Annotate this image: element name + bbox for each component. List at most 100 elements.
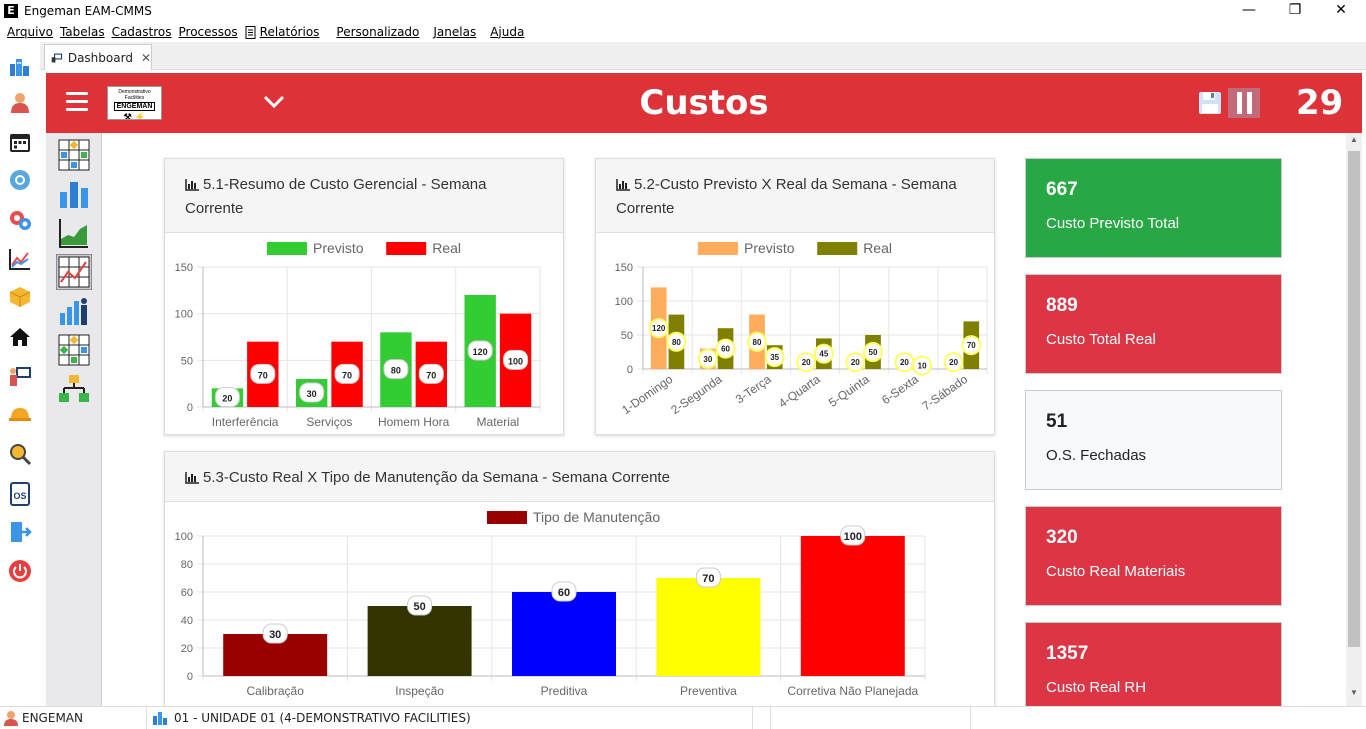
data-label-bg (695, 567, 721, 588)
chart-card-5-1: 5.1-Resumo de Custo Gerencial - Semana C… (164, 158, 564, 435)
data-label-bg (943, 352, 964, 373)
grid-diamond-icon[interactable] (56, 332, 92, 368)
x-tick-label: 1-Domingo (619, 372, 675, 417)
close-button[interactable]: ✕ (1335, 2, 1347, 18)
menu-arquivo[interactable]: Arquivo (7, 25, 53, 39)
kpi-custo-real-materiais[interactable]: 320 Custo Real Materiais (1025, 506, 1282, 606)
org-chart-icon[interactable] (56, 371, 92, 407)
home-icon[interactable] (8, 325, 32, 349)
bar-chart-person-icon[interactable] (56, 293, 92, 329)
bar-chart-3d-icon[interactable] (56, 176, 92, 212)
scroll-down-arrow-icon[interactable]: ▼ (1350, 688, 1358, 697)
save-icon[interactable] (1198, 91, 1222, 115)
scroll-up-arrow-icon[interactable]: ▲ (1350, 135, 1358, 144)
x-tick-label: Interferência (212, 415, 279, 429)
os-document-icon[interactable]: OS (8, 482, 32, 506)
data-label: 10 (918, 362, 927, 371)
data-label: 80 (672, 338, 681, 347)
legend-swatch (487, 511, 527, 524)
legend-label: Real (432, 240, 461, 256)
y-tick-label: 150 (175, 262, 193, 274)
vertical-scrollbar[interactable]: ▲ ▼ (1346, 133, 1362, 706)
x-tick-label: 3-Terça (733, 372, 774, 407)
data-label: 50 (869, 348, 878, 357)
data-label-bg (862, 342, 883, 362)
grid-network-icon[interactable] (56, 137, 92, 173)
kpi-value: 1357 (1046, 643, 1089, 664)
presentation-icon[interactable] (8, 364, 32, 388)
data-label: 80 (753, 338, 762, 347)
x-tick-label: Corretiva Não Planejada (787, 684, 918, 698)
city-icon[interactable] (8, 54, 32, 78)
chart-title-5-2: 5.2-Custo Previsto X Real da Semana - Se… (596, 159, 994, 233)
menu-cadastros[interactable]: Cadastros (111, 25, 172, 39)
bar-chart-icon (616, 179, 630, 191)
kpi-custo-total-real[interactable]: 889 Custo Total Real (1025, 274, 1282, 374)
data-label-bg (764, 347, 785, 368)
menu-ajuda[interactable]: Ajuda (490, 25, 525, 39)
menu-personalizado[interactable]: Personalizado (336, 25, 420, 39)
legend-label: Tipo de Manutenção (533, 509, 660, 525)
bar (656, 578, 761, 676)
user-icon[interactable] (8, 90, 32, 114)
minimize-button[interactable]: — (1242, 2, 1256, 18)
hamburger-menu-icon[interactable] (66, 92, 88, 111)
data-label-bg (961, 335, 982, 356)
data-label: 70 (258, 370, 268, 380)
status-bar: ENGEMAN 01 - UNIDADE 01 (4-DEMONSTRATIVO… (0, 706, 1366, 729)
data-label-bg (407, 595, 433, 616)
x-tick-label: Calibração (247, 684, 305, 698)
restore-button[interactable]: ❐ (1288, 2, 1302, 18)
scrollbar-thumb[interactable] (1348, 151, 1360, 647)
x-tick-label: Preventiva (680, 684, 737, 698)
kpi-custo-previsto-total[interactable]: 667 Custo Previsto Total (1025, 158, 1282, 258)
kpi-custo-real-rh[interactable]: 1357 Custo Real RH (1025, 622, 1282, 706)
area-chart-icon[interactable] (56, 215, 92, 251)
kpi-os-fechadas[interactable]: 51 O.S. Fechadas (1025, 390, 1282, 490)
kpi-value: 320 (1046, 527, 1078, 548)
menu-tabelas[interactable]: Tabelas (59, 25, 105, 39)
search-magnifier-icon[interactable] (8, 442, 32, 466)
data-label: 20 (851, 358, 860, 367)
line-grid-chart-icon[interactable] (56, 254, 92, 290)
data-label: 70 (426, 370, 436, 380)
y-tick-label: 20 (181, 643, 193, 655)
package-icon[interactable] (8, 285, 32, 309)
menu-janelas[interactable]: Janelas (433, 25, 477, 39)
data-label-bg (503, 349, 529, 370)
bar (512, 592, 616, 676)
chart-5-1: Previsto Real 0 50 100 150 20 70 Interferência 30… (175, 240, 541, 429)
tab-strip: Dashboard ✕ (40, 42, 1366, 70)
calendar-icon[interactable] (8, 130, 32, 154)
bar-chart-icon (185, 472, 199, 484)
data-label-bg (648, 318, 669, 339)
menu-bar: Arquivo Tabelas Cadastros Processos Rela… (0, 22, 1366, 42)
tab-dashboard[interactable]: Dashboard ✕ (44, 44, 152, 70)
legend-label: Previsto (744, 240, 795, 256)
line-chart-icon[interactable] (8, 247, 32, 271)
data-label: 20 (949, 358, 958, 367)
data-label-bg (418, 363, 444, 384)
report-icon (245, 25, 256, 39)
menu-relatorios-label: Relatórios (259, 25, 320, 39)
y-tick-label: 100 (175, 309, 193, 321)
main-toolbar: OS (0, 42, 40, 706)
tab-close-icon[interactable]: ✕ (140, 50, 151, 65)
exit-door-icon[interactable] (8, 520, 32, 544)
settings-gear-icon[interactable] (8, 168, 32, 192)
chevron-down-icon[interactable] (262, 93, 286, 111)
data-label: 30 (307, 389, 317, 399)
menu-relatorios[interactable]: Relatórios (245, 25, 320, 39)
pause-button[interactable] (1228, 88, 1260, 118)
data-label-bg (747, 331, 768, 352)
power-icon[interactable] (8, 559, 32, 583)
data-label: 30 (703, 355, 712, 364)
data-label: 100 (508, 356, 523, 366)
data-label: 70 (967, 341, 976, 350)
bar (800, 536, 905, 676)
menu-processos[interactable]: Processos (178, 25, 238, 39)
status-unit: 01 - UNIDADE 01 (4-DEMONSTRATIVO FACILIT… (174, 711, 471, 725)
hardhat-icon[interactable] (8, 402, 32, 426)
dashboard-tab-icon (51, 53, 63, 62)
gears-icon[interactable] (8, 208, 32, 232)
